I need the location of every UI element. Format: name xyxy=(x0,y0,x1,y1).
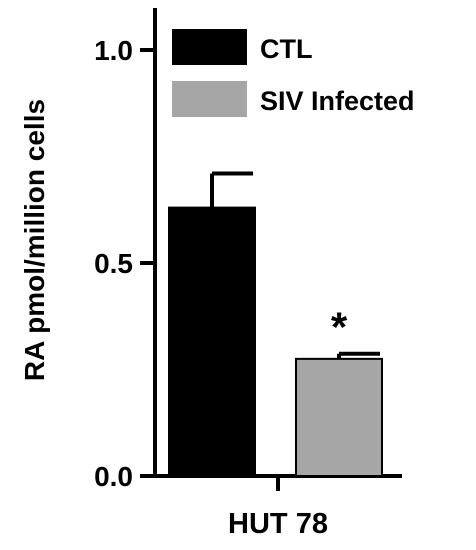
bar-ctl xyxy=(168,206,256,477)
significance-marker: * xyxy=(331,304,348,351)
legend-swatch-ctl xyxy=(172,29,247,65)
y-axis: 0.0 0.5 1.0 xyxy=(94,8,157,492)
legend-swatch-siv-infected xyxy=(172,81,247,117)
bar-siv-infected xyxy=(295,357,383,478)
bars: * xyxy=(168,171,383,478)
legend-label-ctl: CTL xyxy=(260,34,312,64)
legend-label-siv-infected: SIV Infected xyxy=(260,86,415,116)
legend: CTL SIV Infected xyxy=(172,29,415,117)
y-tick-label-1: 0.5 xyxy=(94,248,133,279)
y-tick-label-0: 0.0 xyxy=(94,461,133,492)
y-axis-title: RA pmol/million cells xyxy=(19,99,50,381)
x-category-label: HUT 78 xyxy=(228,508,328,540)
y-tick-label-2: 1.0 xyxy=(94,35,133,66)
x-axis: HUT 78 xyxy=(155,474,402,540)
